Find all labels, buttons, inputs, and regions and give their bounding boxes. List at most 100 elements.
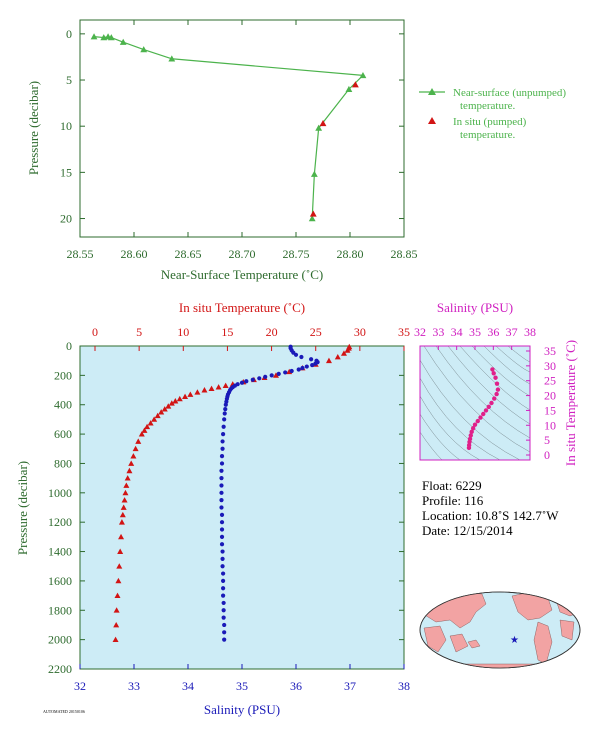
temperature-point <box>132 445 139 452</box>
ts-point <box>493 375 498 380</box>
salinity-point <box>221 571 226 576</box>
temperature-point <box>215 384 222 390</box>
temperature-point <box>144 423 151 430</box>
salinity-tick-label: 35 <box>236 679 248 693</box>
salinity-point <box>221 431 226 437</box>
salinity-point <box>219 527 225 532</box>
salinity-point <box>221 424 226 429</box>
salinity-tick-label: 36 <box>290 679 302 693</box>
salinity-point <box>310 362 315 368</box>
ts-point <box>470 426 476 431</box>
salinity-point <box>276 371 281 376</box>
temperature-point <box>116 563 123 569</box>
salinity-point <box>283 370 288 375</box>
temperature-tick-label: 20 <box>266 325 278 339</box>
salinity-point <box>219 542 225 547</box>
temperature-point <box>334 354 341 360</box>
salinity-point <box>244 379 249 384</box>
legend-item-1-line1: Near-surface (unpumped) <box>453 87 566 99</box>
temperature-axis-label: In situ Temperature (˚C) <box>179 300 305 315</box>
salinity-point <box>293 352 299 357</box>
temperature-point <box>113 607 120 613</box>
salinity-point <box>219 483 224 488</box>
in-situ-point <box>309 210 317 217</box>
top-y-tick-label: 15 <box>60 165 72 179</box>
top-y-tick-label: 0 <box>66 27 72 41</box>
ts-x-axis-label: Salinity (PSU) <box>437 300 513 315</box>
ts-point <box>483 408 489 413</box>
near-surface-point <box>90 33 98 40</box>
salinity-point <box>304 364 309 369</box>
salinity-point <box>309 357 314 362</box>
temperature-point <box>135 438 142 444</box>
profile-chart: 0200400600800100012001400160018002000220… <box>15 300 410 717</box>
legend-triangle-green <box>428 88 436 95</box>
salinity-point <box>220 564 225 569</box>
location: Location: 10.8˚S 142.7˚W <box>422 508 559 523</box>
salinity-tick-label: 38 <box>398 679 410 693</box>
ts-x-tick-label: 33 <box>432 325 444 339</box>
salinity-point <box>269 373 274 378</box>
ts-y-tick-label: 0 <box>544 448 550 462</box>
temperature-tick-label: 35 <box>398 325 410 339</box>
ts-y-tick-label: 5 <box>544 433 550 447</box>
ts-point <box>489 400 494 406</box>
temperature-point <box>201 387 208 393</box>
pressure-tick-label: 400 <box>54 398 72 412</box>
salinity-point <box>222 637 227 642</box>
float-id: Float: 6229 <box>422 478 482 493</box>
temperature-point <box>151 416 158 422</box>
salinity-point <box>222 630 227 635</box>
pressure-tick-label: 0 <box>66 339 72 353</box>
pressure-axis-label: Pressure (decibar) <box>15 461 30 555</box>
salinity-point <box>289 368 294 374</box>
salinity-point <box>219 468 224 473</box>
temperature-point <box>158 409 165 415</box>
float-location-marker: ★ <box>510 635 519 646</box>
ts-point <box>492 396 497 401</box>
top-y-tick-label: 5 <box>66 73 72 87</box>
temperature-point <box>113 621 120 628</box>
salinity-point <box>221 615 226 620</box>
temperature-point <box>141 427 148 433</box>
ts-x-tick-label: 35 <box>469 325 481 339</box>
salinity-point <box>223 402 228 407</box>
temperature-point <box>147 420 154 426</box>
salinity-point <box>222 622 227 628</box>
temperature-point <box>176 395 183 402</box>
top-x-tick-label: 28.80 <box>337 247 364 261</box>
profile-plot-area <box>79 345 405 670</box>
temperature-point <box>325 357 332 364</box>
salinity-point <box>257 376 262 381</box>
temperature-point <box>128 460 135 466</box>
ts-y-tick-label: 25 <box>544 374 556 388</box>
ts-point <box>490 367 495 372</box>
temperature-tick-label: 15 <box>221 325 233 339</box>
legend-triangle-red <box>428 117 436 124</box>
salinity-point <box>219 534 225 539</box>
temperature-point <box>114 592 121 598</box>
top-x-axis-label: Near-Surface Temperature (˚C) <box>161 267 323 282</box>
top-chart-frame <box>79 19 405 238</box>
salinity-point <box>223 407 228 412</box>
temperature-point <box>122 489 129 496</box>
temperature-point <box>138 431 145 437</box>
near-surface-point <box>308 215 316 222</box>
in-situ-point <box>319 120 327 127</box>
near-surface-point <box>140 46 148 53</box>
temperature-point <box>344 347 351 353</box>
temperature-point <box>112 636 119 643</box>
temperature-point <box>115 577 122 584</box>
temperature-point <box>126 467 133 474</box>
in-situ-point <box>352 81 359 88</box>
temperature-point <box>172 398 179 404</box>
salinity-ticks: 32 33 34 35 36 37 38 <box>74 664 410 693</box>
temperature-point <box>222 382 229 389</box>
pressure-tick-label: 2200 <box>48 662 72 676</box>
temperature-tick-label: 25 <box>310 325 322 339</box>
temperature-point <box>123 482 130 488</box>
near-surface-point <box>107 34 115 41</box>
temperature-tick-label: 10 <box>177 325 189 339</box>
